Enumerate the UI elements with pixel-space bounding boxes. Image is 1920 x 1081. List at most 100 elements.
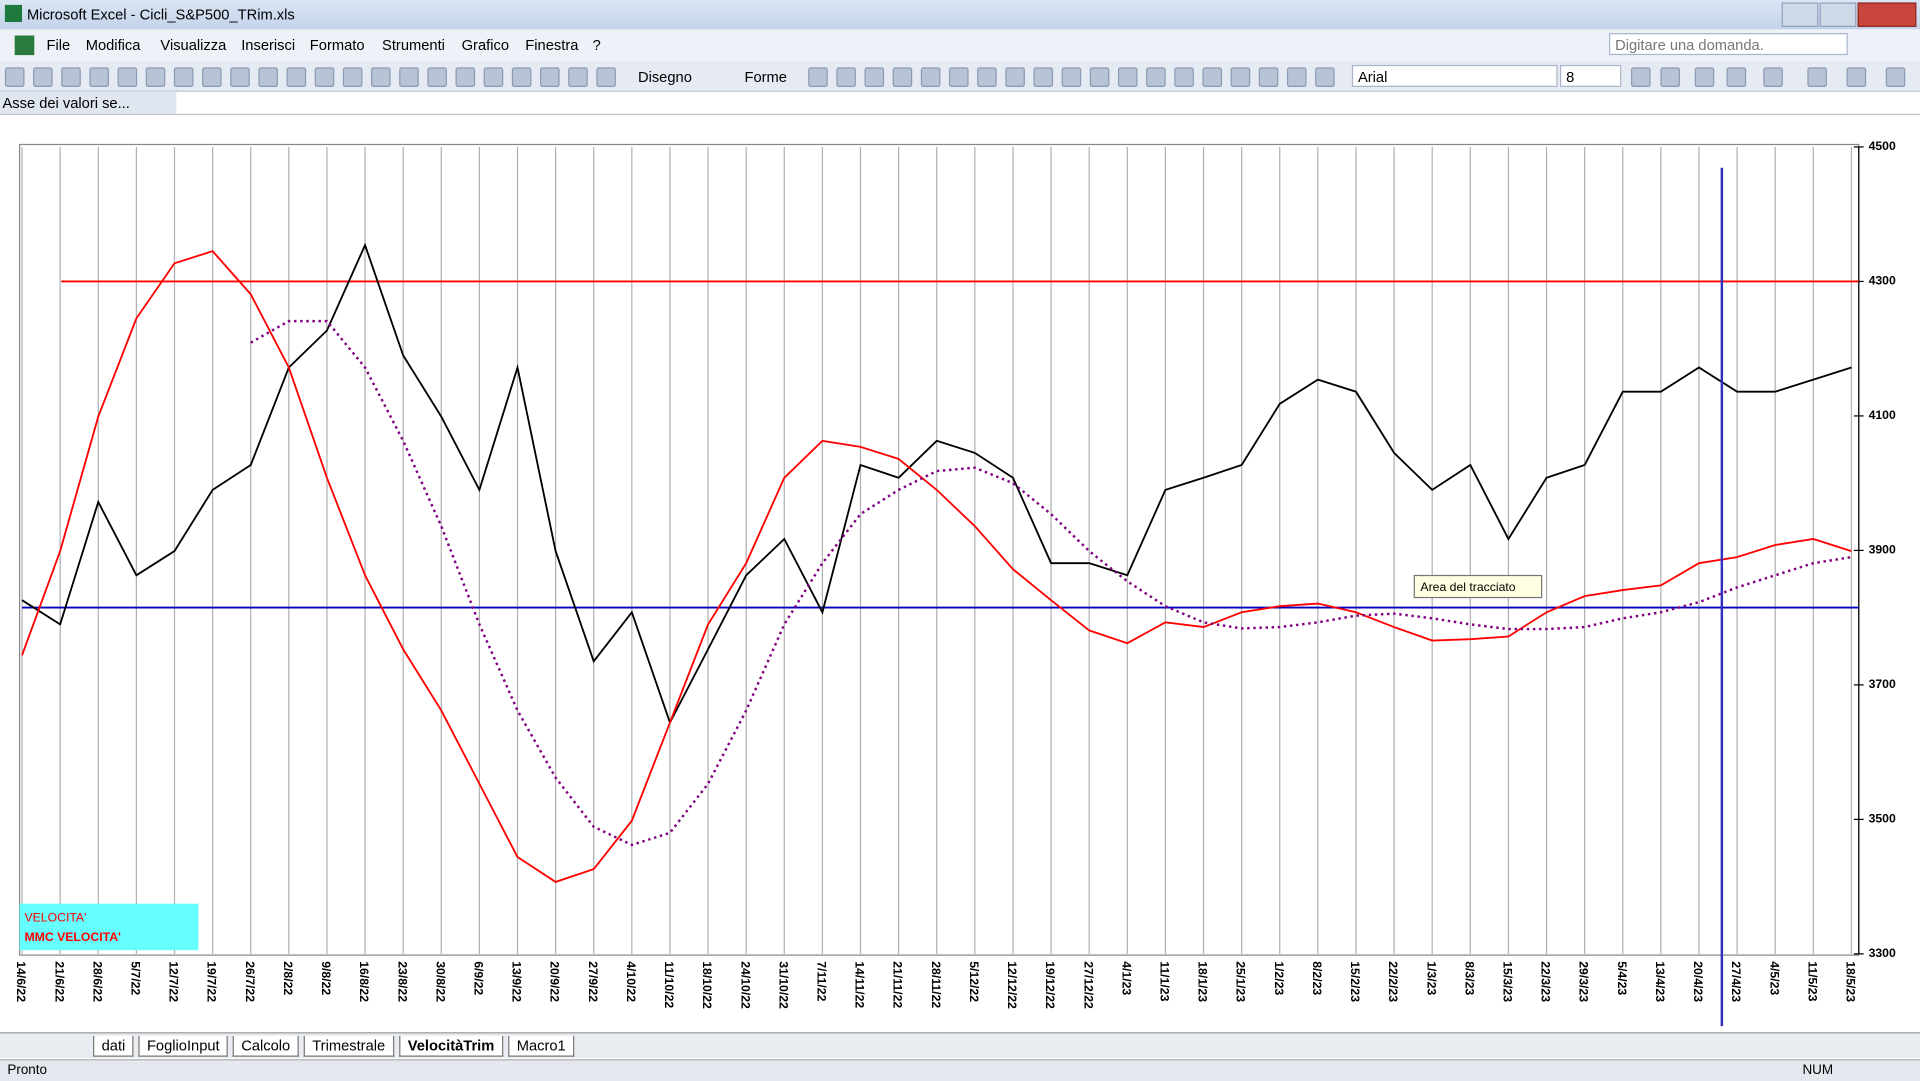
x-tick-label: 14/6/22 — [14, 961, 28, 1002]
status-text: Pronto — [7, 1062, 48, 1078]
toolbar-button[interactable] — [892, 67, 913, 87]
y-tick-label: 4500 — [1869, 139, 1896, 153]
menu-item[interactable]: Finestra — [525, 36, 579, 54]
toolbar-button[interactable] — [455, 67, 476, 87]
toolbar-button[interactable] — [1726, 67, 1747, 87]
toolbar-button[interactable] — [1033, 67, 1054, 87]
y-tick-label: 3900 — [1869, 543, 1896, 557]
toolbar-button[interactable] — [864, 67, 885, 87]
toolbar-button[interactable] — [808, 67, 828, 87]
toolbar-button[interactable] — [33, 67, 53, 87]
toolbar-button[interactable] — [427, 67, 447, 87]
x-tick-label: 11/10/22 — [662, 961, 676, 1008]
toolbar-button[interactable] — [314, 67, 335, 87]
toolbar-button[interactable] — [1807, 67, 1827, 87]
app-icon — [4, 4, 23, 23]
toolbar-button[interactable] — [1286, 67, 1307, 87]
toolbar-button[interactable] — [1631, 67, 1651, 87]
legend-entry: MMC VELOCITA' — [24, 930, 121, 944]
toolbar-button[interactable] — [1885, 67, 1906, 87]
toolbar-button[interactable] — [1117, 67, 1138, 87]
x-tick-label: 21/11/22 — [891, 961, 905, 1008]
toolbar-button[interactable] — [1258, 67, 1279, 87]
minimize[interactable] — [1781, 2, 1819, 27]
x-tick-label: 13/9/22 — [510, 961, 524, 1002]
toolbar-button[interactable] — [1146, 67, 1166, 87]
toolbar-button[interactable] — [1846, 67, 1867, 87]
series-line — [21, 242, 1852, 725]
x-tick-label: 18/5/23 — [1844, 961, 1858, 1002]
size-box[interactable]: 8 — [1560, 64, 1622, 87]
menu-item[interactable]: Grafico — [461, 36, 510, 54]
toolbar-button[interactable] — [117, 67, 138, 87]
x-tick-label: 4/5/23 — [1767, 961, 1781, 995]
menu-item[interactable]: ? — [592, 36, 601, 54]
toolbar-button[interactable] — [1005, 67, 1025, 87]
sheet-tab[interactable]: dati — [93, 1035, 134, 1057]
menu-item[interactable]: Inserisci — [241, 36, 296, 54]
toolbar-button[interactable] — [286, 67, 307, 87]
toolbar-button[interactable] — [230, 67, 250, 87]
toolbar-button[interactable] — [1763, 67, 1783, 87]
close[interactable] — [1857, 2, 1917, 27]
x-tick-label: 29/3/23 — [1577, 961, 1591, 1002]
toolbar-button[interactable] — [399, 67, 419, 87]
menu-item[interactable]: Formato — [309, 36, 365, 54]
toolbar-button[interactable] — [596, 67, 616, 87]
menu-item[interactable]: Modifica — [85, 36, 141, 54]
toolbar-button[interactable] — [540, 67, 560, 87]
sheet-tab[interactable]: Macro1 — [508, 1035, 575, 1057]
x-tick-label: 13/4/23 — [1653, 961, 1667, 1002]
toolbar-button[interactable] — [258, 67, 278, 87]
draw-menu[interactable]: Disegno — [637, 68, 692, 86]
menu-item[interactable]: File — [46, 36, 71, 54]
toolbar-button[interactable] — [1660, 67, 1681, 87]
toolbar-button[interactable] — [1174, 67, 1194, 87]
menu-item[interactable]: Strumenti — [382, 36, 445, 54]
toolbar-button[interactable] — [145, 67, 166, 87]
toolbar-button[interactable] — [511, 67, 532, 87]
toolbar-button[interactable] — [173, 67, 194, 87]
x-tick-label: 8/3/23 — [1462, 961, 1476, 995]
toolbar-button[interactable] — [483, 67, 504, 87]
x-tick-label: 26/7/22 — [243, 961, 257, 1002]
x-tick-label: 5/7/22 — [128, 961, 142, 995]
name-box[interactable]: Asse dei valori se... — [0, 91, 177, 114]
shapes-menu[interactable]: Forme — [744, 68, 787, 86]
window-title: Microsoft Excel - Cicli_S&P500_TRim.xls — [26, 6, 295, 24]
toolbar-button[interactable] — [568, 67, 588, 87]
toolbar-button[interactable] — [836, 67, 856, 87]
maximize[interactable] — [1819, 2, 1857, 27]
sheet-tab[interactable]: Trimestrale — [303, 1035, 394, 1057]
x-tick-label: 5/12/22 — [967, 961, 981, 1002]
toolbar-button[interactable] — [202, 67, 222, 87]
x-tick-label: 6/9/22 — [471, 961, 485, 995]
toolbar-button[interactable] — [1694, 67, 1715, 87]
toolbar-button[interactable] — [1230, 67, 1251, 87]
toolbar-button[interactable] — [920, 67, 941, 87]
plot-area — [18, 143, 1860, 956]
toolbar-button[interactable] — [948, 67, 969, 87]
sheet-tab[interactable]: VelocitàTrim — [399, 1035, 503, 1057]
menu-item[interactable]: Visualizza — [160, 36, 227, 54]
toolbar-button[interactable] — [1202, 67, 1223, 87]
x-tick-label: 11/1/23 — [1158, 961, 1172, 1001]
x-tick-label: 11/5/23 — [1805, 961, 1819, 1001]
toolbar-button[interactable] — [977, 67, 997, 87]
sheet-tab[interactable]: FoglioInput — [138, 1035, 229, 1057]
x-tick-label: 18/10/22 — [700, 961, 714, 1009]
help-search[interactable]: Digitare una domanda. — [1608, 33, 1848, 56]
font-box[interactable]: Arial — [1351, 64, 1558, 87]
toolbar-button[interactable] — [4, 67, 25, 87]
toolbar-button[interactable] — [1089, 67, 1110, 87]
status-bar: Pronto NUM — [0, 1059, 1920, 1081]
toolbar: Disegno Forme Arial 8 — [0, 61, 1920, 92]
toolbar-button[interactable] — [342, 67, 363, 87]
toolbar-button[interactable] — [89, 67, 109, 87]
sheet-tab[interactable]: Calcolo — [232, 1035, 299, 1057]
toolbar-button[interactable] — [1315, 67, 1335, 87]
toolbar-button[interactable] — [371, 67, 391, 87]
toolbar-button[interactable] — [61, 67, 81, 87]
toolbar-button[interactable] — [1061, 67, 1082, 87]
x-tick-label: 9/8/22 — [319, 961, 333, 995]
